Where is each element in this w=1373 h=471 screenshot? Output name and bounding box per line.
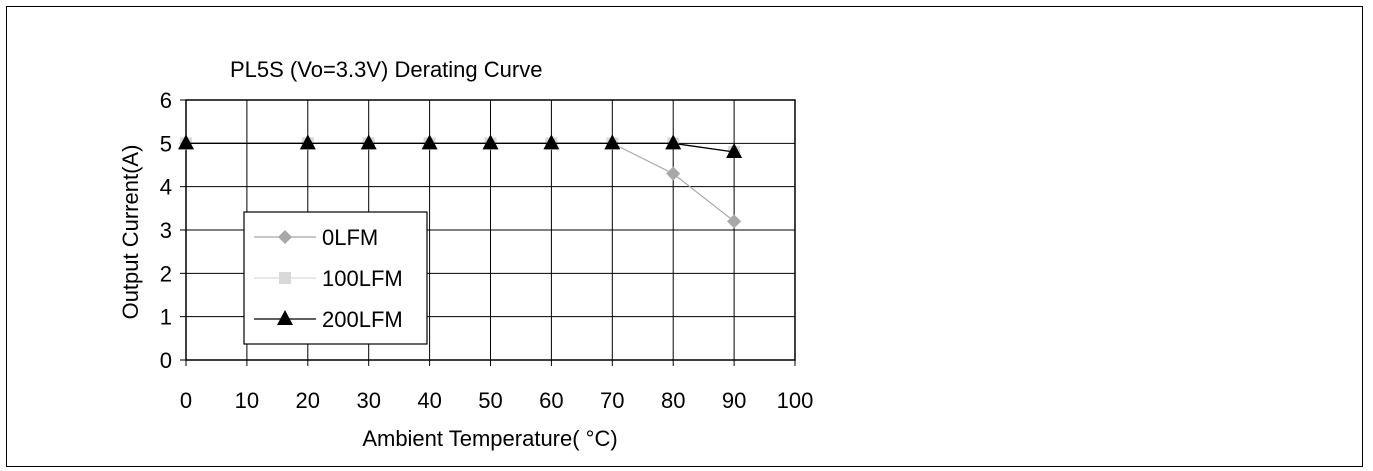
data-point-200LFM: [421, 134, 438, 150]
legend-marker-100LFM: [279, 272, 291, 284]
data-point-200LFM: [665, 134, 682, 150]
legend-label-200LFM: 200LFM: [322, 307, 403, 332]
chart-title: PL5S (Vo=3.3V) Derating Curve: [230, 57, 542, 82]
y-tick-label: 5: [160, 131, 172, 156]
y-tick-label: 0: [160, 348, 172, 373]
data-point-0LFM: [666, 166, 681, 181]
x-tick-label: 70: [600, 388, 624, 413]
x-axis-label: Ambient Temperature( °C): [362, 426, 617, 451]
y-axis-label: Output Current(A): [118, 145, 143, 320]
data-point-200LFM: [482, 134, 499, 150]
data-point-200LFM: [543, 134, 560, 150]
y-tick-label: 2: [160, 261, 172, 286]
data-point-200LFM: [178, 134, 194, 150]
data-point-200LFM: [604, 134, 621, 150]
x-tick-label: 50: [478, 388, 502, 413]
x-tick-label: 100: [777, 388, 814, 413]
y-tick-label: 4: [160, 175, 172, 200]
y-tick-label: 6: [160, 88, 172, 113]
x-tick-label: 20: [296, 388, 320, 413]
x-tick-label: 40: [417, 388, 441, 413]
data-point-200LFM: [360, 134, 377, 150]
legend-label-0LFM: 0LFM: [322, 225, 378, 250]
data-point-0LFM: [727, 214, 742, 229]
legend-marker-0LFM: [278, 230, 292, 244]
x-tick-labels: 0 10 20 30 40 50 60 70 80 90 100: [180, 388, 813, 413]
legend: 0LFM 100LFM 200LFM: [243, 211, 428, 345]
x-tick-label: 90: [722, 388, 746, 413]
data-point-200LFM: [299, 134, 316, 150]
legend-marker-200LFM: [277, 310, 293, 325]
x-tick-label: 0: [180, 388, 192, 413]
y-tick-label: 3: [160, 218, 172, 243]
legend-label-100LFM: 100LFM: [322, 266, 403, 291]
figure-frame: [6, 6, 1363, 467]
series-200LFM: [178, 134, 743, 158]
y-tick-labels: 0 1 2 3 4 5 6: [160, 88, 172, 373]
x-tick-label: 10: [235, 388, 259, 413]
x-tick-label: 60: [539, 388, 563, 413]
data-point-200LFM: [726, 143, 743, 158]
series-group: [178, 134, 743, 229]
y-tick-label: 1: [160, 305, 172, 330]
x-tick-label: 30: [356, 388, 380, 413]
x-tick-label: 80: [661, 388, 685, 413]
